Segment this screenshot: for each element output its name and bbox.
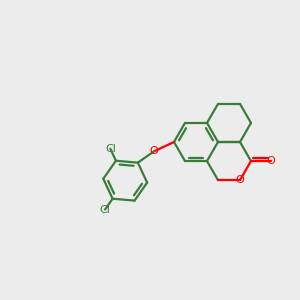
Text: O: O: [266, 156, 275, 166]
Text: Cl: Cl: [100, 205, 110, 214]
Text: O: O: [236, 175, 244, 185]
Text: O: O: [150, 146, 158, 156]
Text: Cl: Cl: [105, 144, 116, 154]
